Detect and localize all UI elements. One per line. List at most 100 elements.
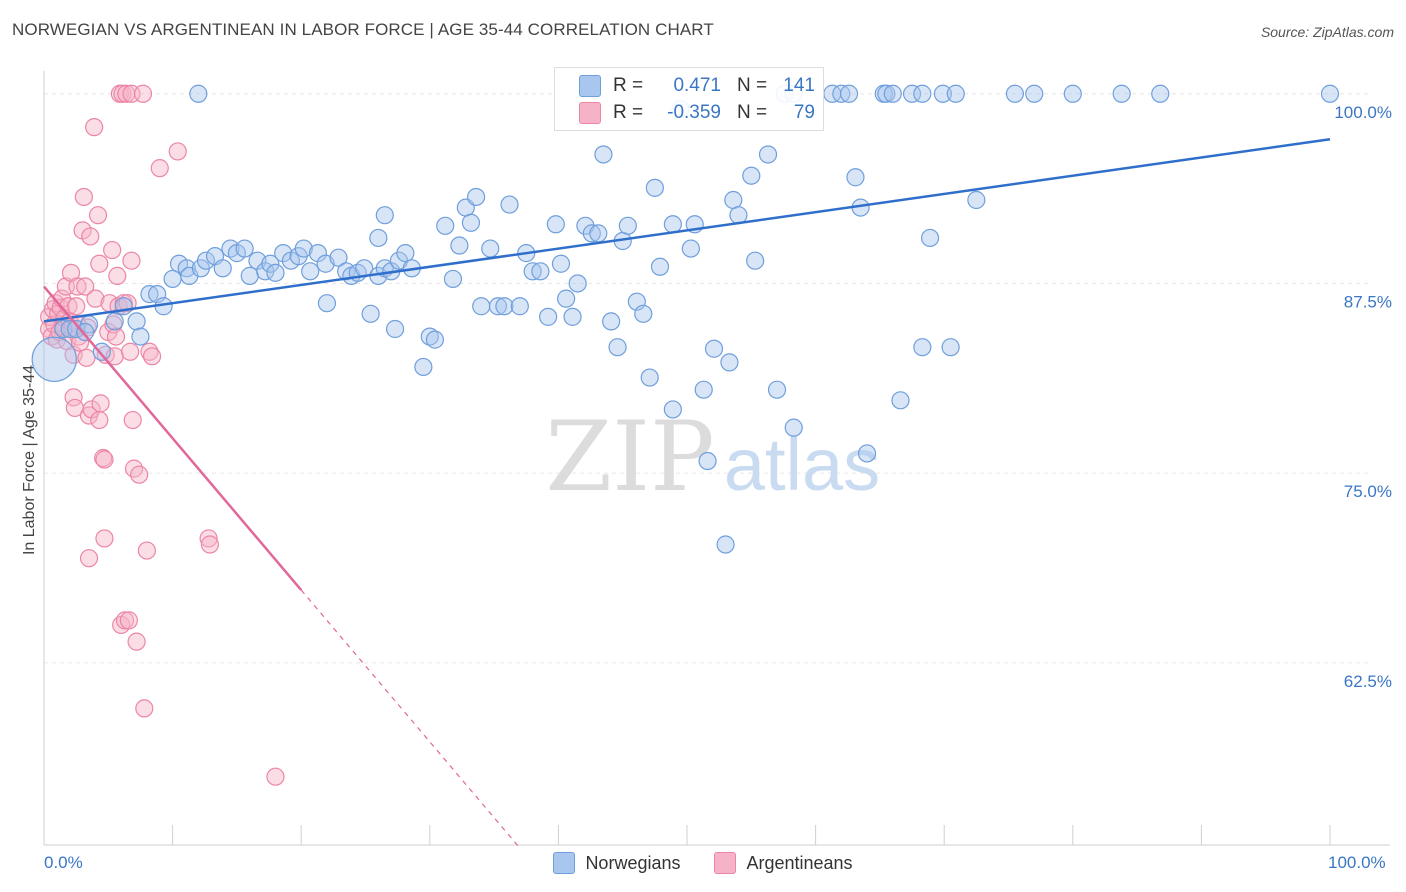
norwegian-point — [891, 391, 910, 410]
argentinean-point — [130, 465, 149, 484]
watermark-zip: ZIP — [545, 401, 714, 513]
argentinean-point — [135, 699, 154, 718]
norwegian-point — [913, 84, 932, 103]
norwegian-point — [724, 190, 743, 210]
norwegian-point — [369, 228, 388, 248]
argentinean-point — [133, 84, 153, 103]
argentinean-point — [88, 206, 108, 225]
argentinean-point — [67, 297, 86, 316]
watermark: ZIP atlas — [545, 401, 880, 513]
argentinean-point — [122, 251, 141, 270]
norwegian-point — [481, 239, 500, 258]
norwegian-point — [933, 84, 953, 103]
norwegian-point — [495, 297, 514, 316]
trendlines — [43, 138, 1331, 849]
norwegian-point — [196, 251, 216, 270]
argentinean-point — [168, 142, 187, 161]
series-legend: Norwegians Argentineans — [0, 852, 1406, 874]
norwegian-point — [375, 206, 394, 225]
argentinean-point — [108, 266, 127, 285]
norwegian-point — [784, 418, 803, 437]
argentineans-swatch — [579, 102, 601, 124]
norwegian-point — [551, 254, 571, 273]
norwegian-point — [681, 239, 700, 258]
argentinean-point — [81, 227, 100, 246]
argentinean-point — [68, 277, 87, 296]
norwegian-point — [274, 244, 293, 263]
source-credit: Source: ZipAtlas.com — [1260, 24, 1394, 40]
norwegian-point — [589, 224, 608, 243]
argentineans-n-value: 79 — [793, 102, 815, 123]
gridlines — [44, 93, 1370, 664]
norwegians-r-value: 0.471 — [673, 75, 721, 96]
argentineans-points — [40, 84, 285, 786]
norwegian-point — [582, 224, 601, 243]
norwegian-point — [488, 297, 508, 316]
argentineans-legend-swatch — [714, 852, 737, 874]
argentinean-point — [90, 254, 109, 273]
norwegian-point — [839, 84, 859, 103]
norwegian-point — [650, 257, 670, 276]
argentinean-point — [119, 611, 138, 630]
argentinean-point — [199, 529, 218, 548]
argentinean-point — [77, 348, 96, 367]
argentinean-point — [76, 277, 95, 296]
norwegian-point — [1112, 84, 1131, 103]
norwegian-point — [92, 342, 111, 361]
norwegian-point — [450, 236, 469, 255]
argentinean-point — [115, 611, 135, 630]
norwegian-point — [361, 304, 380, 323]
norwegian-point — [396, 244, 415, 263]
norwegians-r-key: R = — [613, 75, 644, 96]
norwegian-point — [594, 145, 613, 164]
norwegian-point — [436, 216, 455, 235]
norwegian-point — [140, 284, 159, 304]
argentinean-point — [200, 535, 219, 554]
norwegian-point — [846, 168, 865, 187]
norwegian-point — [301, 262, 320, 281]
norwegian-point — [266, 263, 285, 282]
legend-item-argentineans[interactable]: Argentineans — [714, 852, 853, 874]
norwegian-point — [261, 254, 280, 273]
norwegian-point — [420, 327, 439, 346]
norwegian-point — [189, 84, 208, 103]
argentinean-point — [121, 342, 140, 361]
norwegian-point — [698, 451, 717, 471]
y-tick-label: 75.0% — [1344, 482, 1392, 501]
norwegian-point — [472, 297, 491, 316]
norwegian-point — [563, 307, 582, 326]
norwegian-point — [31, 336, 77, 383]
norwegian-point — [640, 368, 659, 387]
norwegian-point — [546, 215, 565, 234]
norwegians-swatch — [579, 75, 601, 97]
norwegian-point — [663, 215, 682, 234]
norwegian-point — [694, 380, 713, 399]
norwegian-point — [105, 312, 124, 331]
norwegian-point — [240, 266, 259, 285]
argentinean-point — [137, 541, 156, 560]
argentinean-point — [127, 632, 146, 651]
y-tick-label: 87.5% — [1344, 292, 1392, 311]
norwegian-point — [466, 187, 486, 207]
norwegian-point — [510, 297, 529, 316]
norwegian-point — [877, 84, 896, 103]
norwegian-point — [618, 216, 637, 235]
norwegian-point — [1025, 84, 1044, 103]
norwegian-point — [60, 319, 79, 339]
norwegian-point — [523, 262, 542, 281]
norwegian-point — [758, 145, 778, 164]
norwegian-point — [531, 262, 550, 281]
norwegian-point — [329, 248, 348, 267]
norwegian-point — [645, 178, 664, 197]
argentineans-legend-label: Argentineans — [746, 852, 853, 873]
argentinean-point — [266, 767, 285, 786]
legend-item-norwegians[interactable]: Norwegians — [553, 852, 680, 874]
norwegian-point — [425, 330, 445, 349]
argentinean-point — [123, 410, 142, 430]
norwegians-trendline — [43, 138, 1331, 323]
argentineans-trendline — [43, 285, 303, 591]
norwegians-n-value: 141 — [783, 75, 815, 96]
legend-row-norwegians: R = 0.471 N = 141 — [579, 74, 815, 98]
y-tick-label: 100.0% — [1334, 103, 1392, 122]
